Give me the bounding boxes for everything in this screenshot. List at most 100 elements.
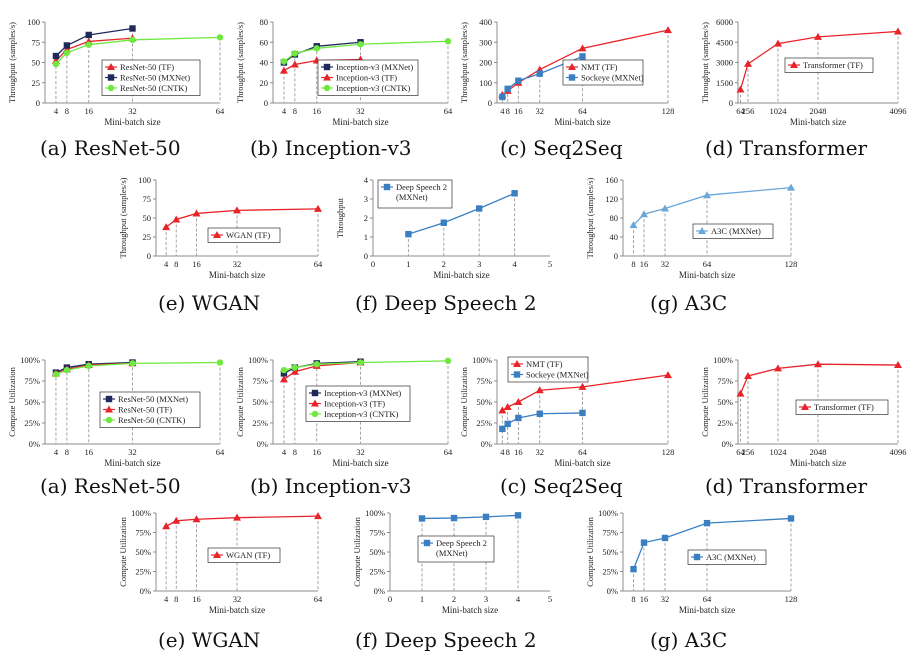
data-point bbox=[535, 386, 544, 394]
data-point bbox=[498, 406, 507, 414]
y-tick-label: 3 bbox=[364, 194, 368, 204]
data-point bbox=[314, 512, 322, 520]
data-point bbox=[291, 364, 299, 371]
x-tick-label: 8 bbox=[293, 106, 297, 116]
y-tick-label: 400 bbox=[479, 17, 492, 27]
y-tick-label: 100% bbox=[365, 508, 385, 518]
x-axis-label: Mini-batch size bbox=[332, 458, 388, 468]
data-point bbox=[578, 44, 587, 52]
data-point bbox=[192, 209, 201, 217]
legend-box bbox=[317, 59, 419, 96]
data-point bbox=[894, 361, 902, 369]
y-axis-label: Compute Utilization bbox=[585, 516, 595, 586]
y-tick-label: 200 bbox=[479, 58, 492, 68]
legend-marker bbox=[107, 84, 115, 92]
data-point bbox=[129, 25, 136, 32]
data-point bbox=[814, 32, 822, 40]
legend-label: A3C (MXNet) bbox=[706, 552, 756, 562]
x-tick-label: 8 bbox=[174, 259, 178, 269]
x-axis-label: Mini-batch size bbox=[554, 458, 610, 468]
legend-marker bbox=[213, 231, 221, 238]
legend-marker bbox=[105, 395, 113, 403]
y-axis-label: Compute Utilization bbox=[7, 366, 17, 436]
x-tick-label: 5 bbox=[548, 594, 552, 604]
x-tick-label: 2048 bbox=[810, 447, 827, 457]
y-tick-label: 4500 bbox=[716, 37, 733, 47]
data-point bbox=[280, 58, 288, 65]
legend-marker bbox=[568, 63, 576, 70]
legend-label: ResNet-50 (CNTK) bbox=[118, 415, 185, 425]
legend-label: Inception-v3 (MXNet) bbox=[336, 62, 413, 72]
legend-label: Inception-v3 (TF) bbox=[324, 399, 385, 409]
data-point bbox=[63, 42, 71, 49]
x-tick-label: 64 bbox=[703, 259, 712, 269]
y-tick-label: 100% bbox=[598, 508, 618, 518]
x-tick-label: 4096 bbox=[890, 447, 907, 457]
data-point bbox=[129, 36, 136, 44]
y-tick-label: 100 bbox=[138, 175, 151, 185]
y-axis-label: Throughput (samples/s) bbox=[235, 22, 245, 103]
y-tick-label: 75% bbox=[476, 376, 492, 386]
y-tick-label: 0 bbox=[264, 98, 268, 108]
x-tick-label: 8 bbox=[506, 106, 510, 116]
data-point bbox=[664, 26, 672, 34]
x-tick-label: 64 bbox=[216, 106, 225, 116]
cu-deepspeech-chart: 0% 25% 50% 75% 100% 0 1 2 3 4 5 Mini-batch size Comp… bbox=[335, 505, 560, 623]
x-tick-label: 256 bbox=[742, 447, 755, 457]
data-point bbox=[787, 183, 795, 191]
legend-label: Sockeye (MXNet) bbox=[581, 73, 644, 83]
x-axis-label: Mini-batch size bbox=[790, 458, 846, 468]
cu-transformer-chart: 0% 25% 50% 75% 100% 64 256 1024 2048 4096 Mini-bat… bbox=[690, 350, 910, 478]
x-tick-label: 32 bbox=[128, 106, 137, 116]
data-point bbox=[52, 371, 60, 378]
legend-box bbox=[562, 59, 644, 86]
data-point bbox=[499, 425, 506, 433]
legend-label: A3C (MXNet) bbox=[711, 226, 761, 236]
y-tick-label: 25% bbox=[252, 418, 268, 428]
data-point bbox=[418, 515, 426, 522]
x-tick-label: 32 bbox=[536, 447, 545, 457]
legend-label: WGAN (TF) bbox=[226, 230, 270, 240]
data-point bbox=[52, 52, 60, 60]
data-point bbox=[85, 41, 92, 48]
y-tick-label: 2 bbox=[364, 213, 368, 223]
x-tick-label: 4 bbox=[516, 594, 521, 604]
y-tick-label: 0% bbox=[481, 439, 492, 449]
legend-marker bbox=[323, 73, 331, 81]
legend-label: Deep Speech 2 bbox=[396, 182, 447, 192]
legend-box bbox=[784, 57, 874, 73]
data-point bbox=[736, 85, 745, 93]
x-tick-label: 32 bbox=[233, 594, 242, 604]
data-point bbox=[280, 366, 288, 374]
legend-label: Inception-v3 (CNTK) bbox=[324, 409, 399, 419]
data-point bbox=[233, 206, 241, 214]
tp-wgan-chart: 0 25 50 75 100 4 8 16 32 64 Mini-batch size Through… bbox=[108, 170, 328, 288]
y-tick-label: 0% bbox=[140, 586, 151, 596]
x-tick-label: 32 bbox=[356, 106, 365, 116]
data-point bbox=[357, 359, 364, 366]
legend-label: Sockeye (MXNet) bbox=[526, 370, 589, 380]
x-tick-label: 4096 bbox=[890, 106, 907, 116]
y-axis-label: Throughput (samples/s) bbox=[700, 22, 710, 103]
legend-marker bbox=[311, 389, 319, 397]
y-tick-label: 100 bbox=[479, 78, 492, 88]
x-tick-label: 4 bbox=[164, 594, 169, 604]
data-point bbox=[482, 513, 490, 521]
tp-seq2seq-svg: 0 100 200 300 400 4 8 16 32 64 128 Mini-batch size T… bbox=[459, 17, 674, 127]
y-tick-label: 100% bbox=[248, 355, 268, 365]
data-point bbox=[629, 221, 638, 229]
chart-caption: (e) WGAN bbox=[158, 291, 261, 315]
data-point bbox=[630, 565, 637, 573]
series-line bbox=[633, 186, 792, 226]
y-tick-label: 50 bbox=[32, 58, 41, 68]
x-tick-label: 4 bbox=[512, 259, 517, 269]
tp-a3c-svg: 0 40 80 120 160 8 16 32 64 128 Mini-batch size Thro… bbox=[585, 175, 797, 280]
x-tick-label: 64 bbox=[314, 594, 323, 604]
data-point bbox=[504, 85, 511, 93]
y-tick-label: 50% bbox=[717, 397, 733, 407]
data-point bbox=[52, 60, 60, 68]
x-tick-label: 1 bbox=[420, 594, 424, 604]
chart-caption: (f) Deep Speech 2 bbox=[355, 628, 537, 652]
x-tick-label: 32 bbox=[356, 447, 365, 457]
x-axis-label: Mini-batch size bbox=[104, 458, 160, 468]
